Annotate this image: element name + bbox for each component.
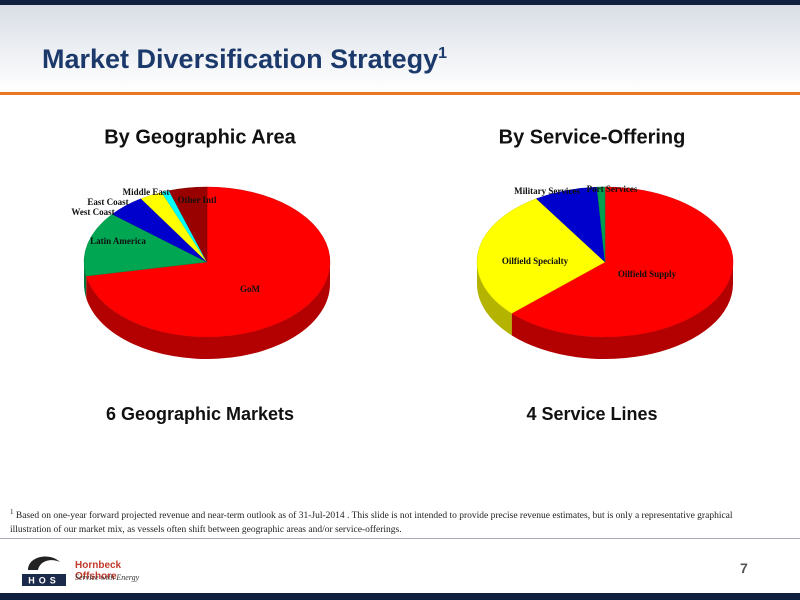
- slice-label: Latin America: [90, 236, 146, 246]
- slice-label: East Coast: [87, 197, 128, 207]
- company-tagline: Service with Energy: [75, 573, 140, 582]
- slide-title: Market Diversification Strategy1: [42, 44, 447, 75]
- company-name: Hornbeck Offshore: [75, 560, 122, 582]
- slice-label: Port Services: [587, 184, 638, 194]
- chart-caption: 4 Service Lines: [526, 404, 657, 424]
- logo-horse: [28, 556, 60, 570]
- pie-slice: [476, 198, 606, 314]
- logo-mark: HOS: [22, 556, 66, 586]
- title-marker: 1: [438, 45, 448, 62]
- pie-side: [511, 262, 733, 359]
- pie-slice: [168, 186, 208, 263]
- chart-title: By Geographic Area: [104, 126, 296, 148]
- pie-side: [86, 262, 330, 359]
- logo-plate: [22, 574, 66, 586]
- title-rule: [0, 92, 800, 95]
- charts: By Geographic Area 6 Geographic Markets Go…: [71, 126, 734, 424]
- slice-label: Military Services: [514, 186, 580, 196]
- pie-slice: [85, 186, 331, 338]
- footnote-text: Based on one-year forward projected reve…: [10, 511, 733, 536]
- pie-slice: [511, 186, 734, 338]
- slice-label: Other Intl: [177, 195, 217, 205]
- page-number: 7: [740, 560, 748, 576]
- pie-side: [84, 262, 87, 299]
- pie-slice: [596, 186, 606, 263]
- slice-label: Middle East: [123, 187, 170, 197]
- footnote-marker: 1: [10, 508, 14, 516]
- slice-label: GoM: [240, 284, 261, 294]
- footnote: 1 Based on one-year forward projected re…: [10, 505, 770, 537]
- footer-rule: [0, 538, 800, 539]
- slice-label: Oilfield Specialty: [502, 256, 569, 266]
- slice-label: Oilfield Supply: [618, 269, 677, 279]
- header-band: [0, 5, 800, 91]
- pie-slice: [83, 213, 208, 277]
- logo: HOS Hornbeck Offshore Service with Energ…: [20, 548, 160, 588]
- chart-title: By Service-Offering: [499, 126, 686, 148]
- top-bar: [0, 0, 800, 5]
- title-text: Market Diversification Strategy: [42, 44, 439, 74]
- pie-side: [477, 262, 512, 336]
- logo-letters: HOS: [28, 575, 60, 585]
- slice-label: West Coast: [71, 207, 114, 217]
- chart-caption: 6 Geographic Markets: [106, 404, 294, 424]
- bottom-bar: [0, 593, 800, 600]
